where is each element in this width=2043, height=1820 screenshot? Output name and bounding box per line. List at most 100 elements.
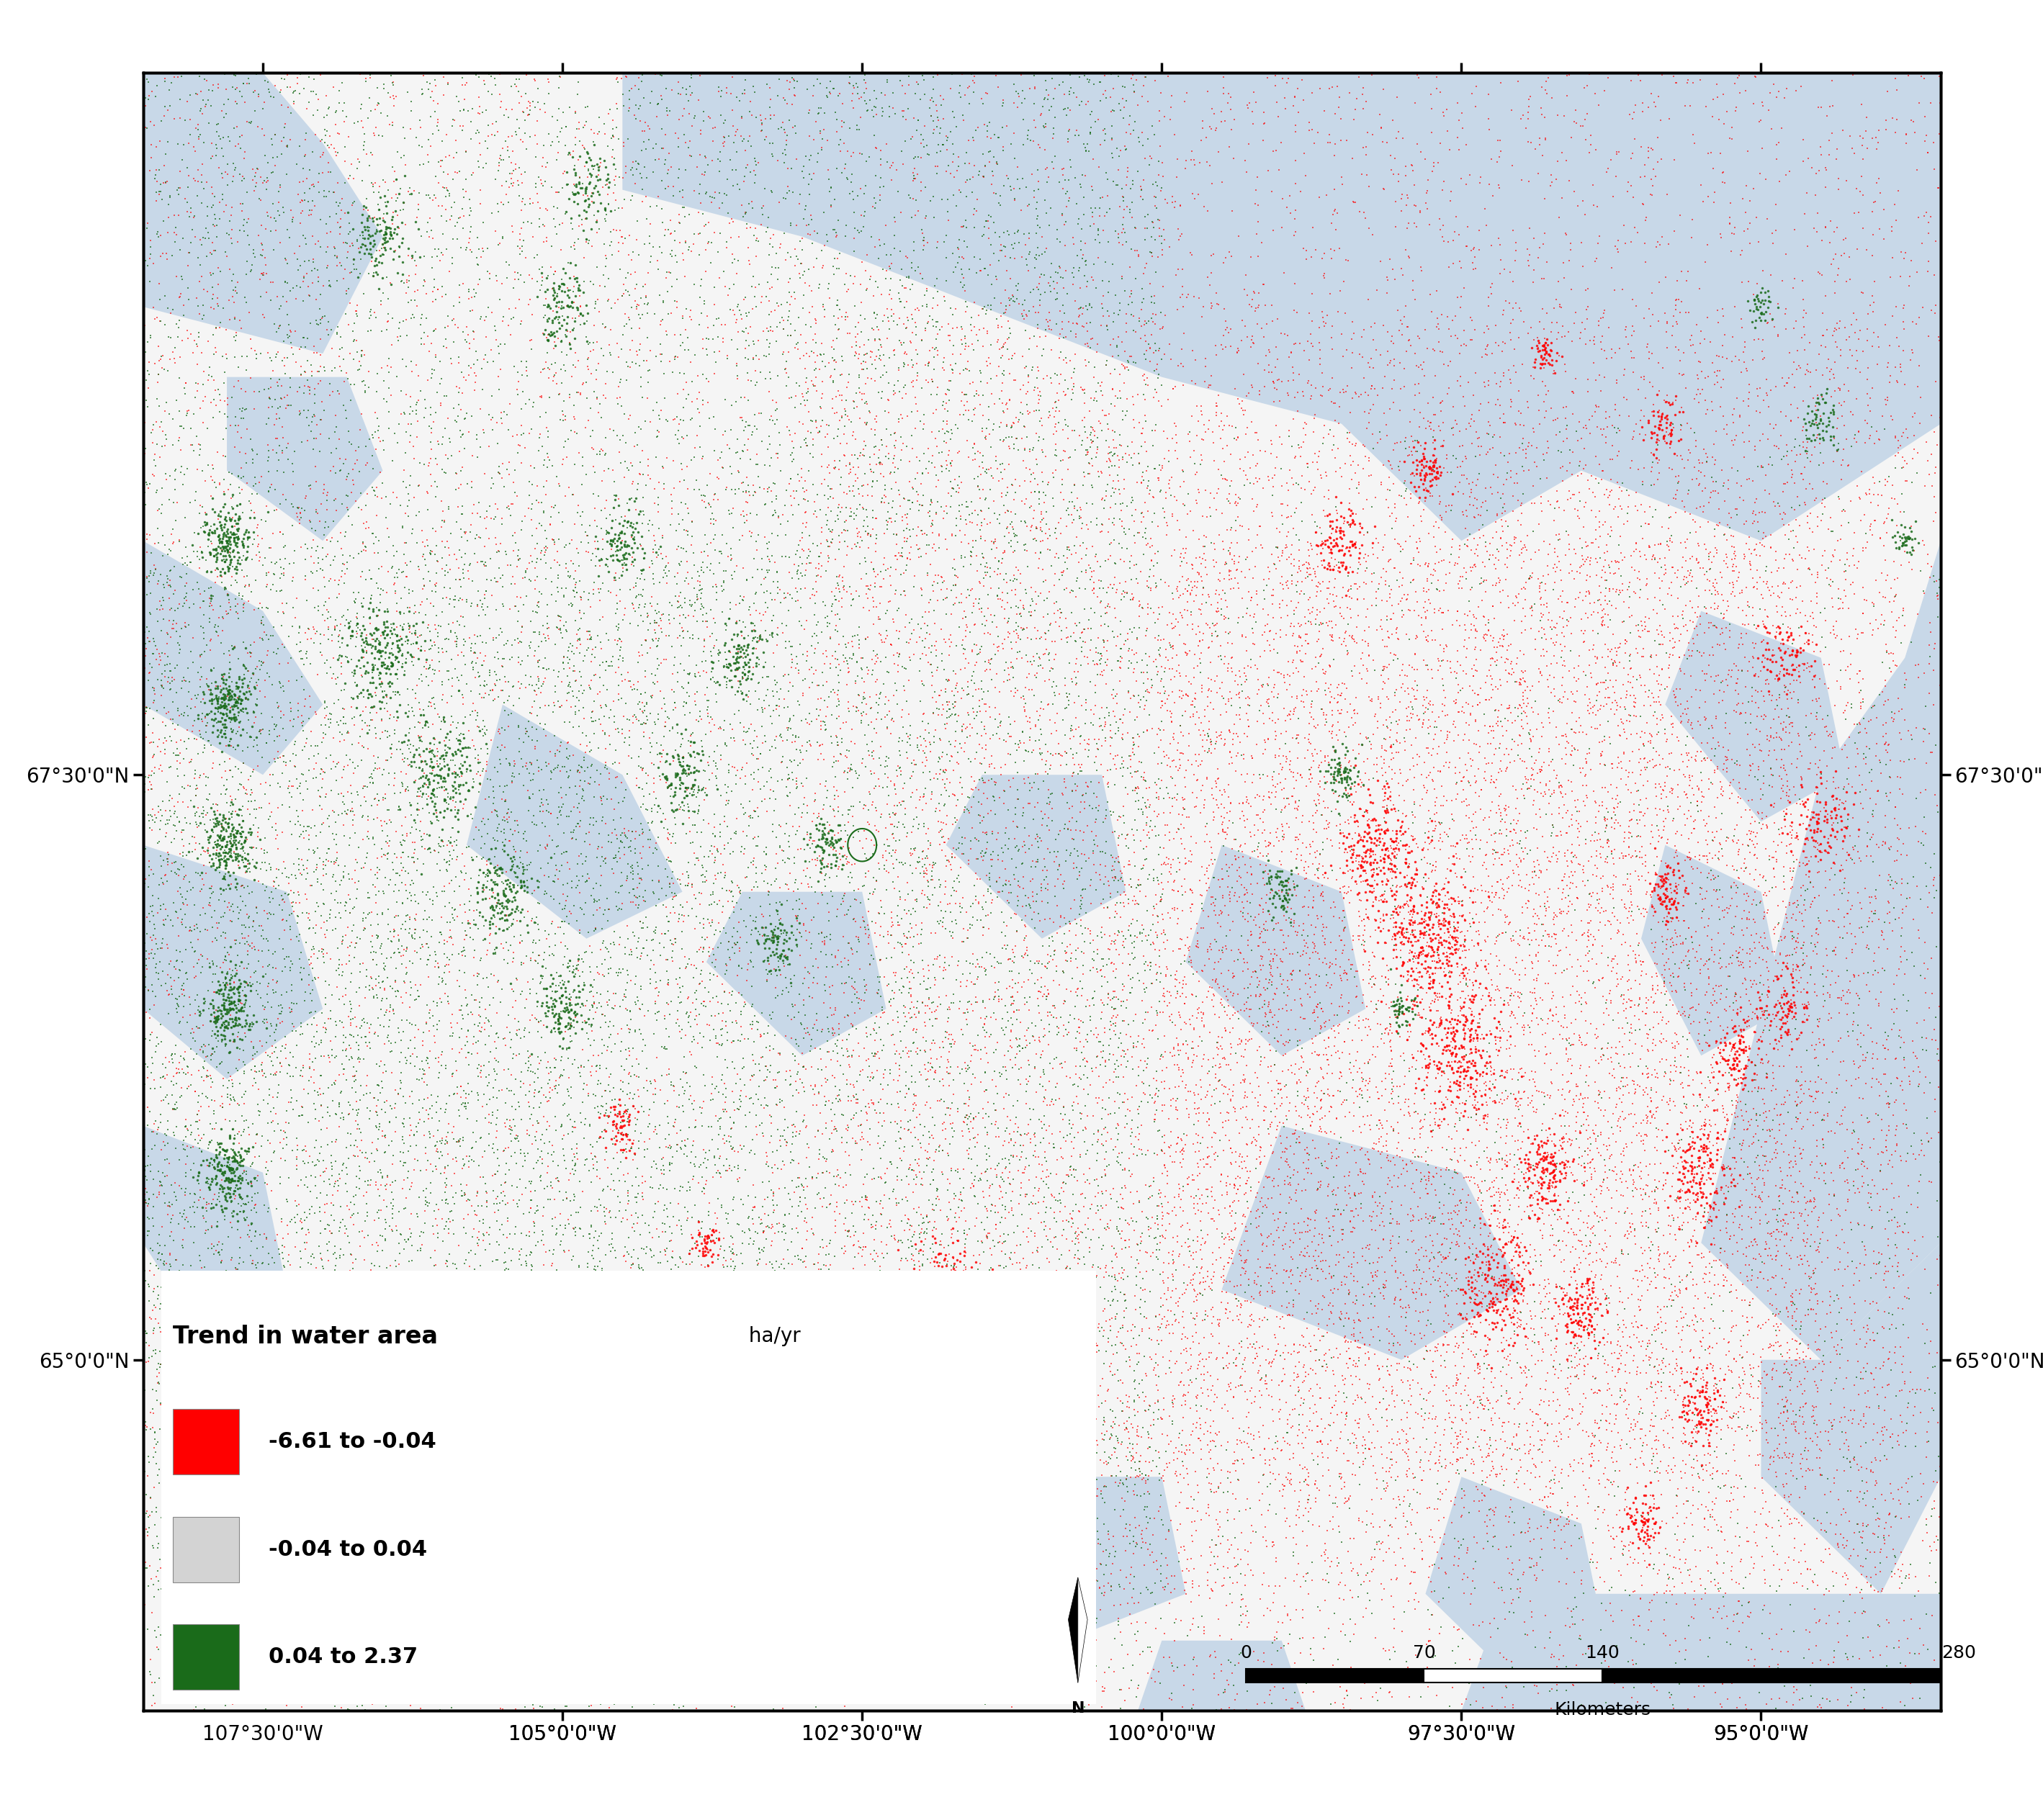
Point xyxy=(212,997,245,1026)
Point xyxy=(1818,861,1851,890)
Point xyxy=(1514,564,1547,593)
Point xyxy=(897,1323,930,1352)
Point xyxy=(1040,455,1073,484)
Point xyxy=(474,959,507,988)
Point xyxy=(1322,1511,1355,1540)
Point xyxy=(856,555,889,584)
Point xyxy=(1508,1077,1540,1107)
Point xyxy=(215,382,247,411)
Point xyxy=(1091,1451,1124,1480)
Point xyxy=(923,1238,956,1267)
Point xyxy=(707,1622,740,1651)
Point xyxy=(1465,1167,1498,1196)
Point xyxy=(1504,528,1536,557)
Point xyxy=(623,688,656,717)
Point xyxy=(1019,1352,1052,1381)
Point xyxy=(889,555,921,584)
Point xyxy=(417,1369,449,1398)
Point xyxy=(1455,1285,1487,1314)
Point xyxy=(541,193,574,222)
Point xyxy=(1064,373,1097,402)
Point xyxy=(1242,1063,1275,1092)
Point xyxy=(558,271,590,300)
Point xyxy=(221,1023,253,1052)
Point xyxy=(680,1480,713,1509)
Point xyxy=(208,533,241,562)
Point xyxy=(341,1132,374,1161)
Point xyxy=(229,1412,262,1441)
Point xyxy=(1289,970,1322,999)
Point xyxy=(1606,1139,1638,1168)
Point xyxy=(280,271,313,300)
Point xyxy=(1342,770,1375,799)
Point xyxy=(1330,1676,1363,1705)
Point xyxy=(778,1241,811,1270)
Point xyxy=(282,180,315,209)
Point xyxy=(190,1289,223,1318)
Point xyxy=(427,966,460,996)
Point xyxy=(292,1471,325,1500)
Point xyxy=(799,1010,832,1039)
Point xyxy=(1747,768,1779,797)
Point xyxy=(245,1412,278,1441)
Point xyxy=(204,1427,237,1456)
Point xyxy=(797,1218,829,1247)
Point xyxy=(1416,568,1448,597)
Point xyxy=(1365,1569,1397,1598)
Point xyxy=(382,231,415,260)
Point xyxy=(464,1008,496,1037)
Point xyxy=(1436,1163,1469,1192)
Point xyxy=(1884,746,1916,775)
Point xyxy=(364,1416,396,1445)
Point xyxy=(1653,755,1685,784)
Point xyxy=(840,1425,872,1454)
Point xyxy=(1694,553,1726,582)
Point xyxy=(1796,621,1828,650)
Point xyxy=(1753,841,1786,870)
Point xyxy=(774,464,807,493)
Point xyxy=(1199,340,1232,369)
Point xyxy=(396,1341,429,1370)
Point xyxy=(885,928,917,957)
Point xyxy=(529,915,562,945)
Point xyxy=(554,1014,586,1043)
Point xyxy=(1042,855,1075,885)
Point xyxy=(1634,883,1667,912)
Point xyxy=(1308,910,1340,939)
Point xyxy=(590,1436,623,1465)
Point xyxy=(1641,1356,1673,1385)
Point xyxy=(212,990,245,1019)
Point xyxy=(1743,1025,1775,1054)
Point xyxy=(1638,1401,1671,1431)
Point xyxy=(145,1350,178,1380)
Point xyxy=(1228,1065,1261,1094)
Point xyxy=(1158,1383,1191,1412)
Point xyxy=(913,719,946,748)
Point xyxy=(407,1410,439,1440)
Point xyxy=(776,764,809,794)
Point xyxy=(793,846,825,875)
Point xyxy=(644,1238,676,1267)
Point xyxy=(225,342,257,371)
Point xyxy=(141,497,174,526)
Point xyxy=(157,1390,190,1420)
Point xyxy=(1741,1099,1773,1128)
Point xyxy=(1518,1065,1551,1094)
Point xyxy=(1393,652,1426,681)
Point xyxy=(1645,106,1677,135)
Point xyxy=(1242,1261,1275,1290)
Point xyxy=(1136,713,1169,743)
Point xyxy=(227,581,259,610)
Point xyxy=(1573,946,1606,976)
Point xyxy=(1796,823,1828,852)
Point xyxy=(627,817,660,846)
Point xyxy=(437,1188,470,1218)
Point xyxy=(545,773,578,803)
Point xyxy=(131,562,163,592)
Point xyxy=(1391,1403,1424,1432)
Point xyxy=(1068,375,1101,404)
Point xyxy=(995,1026,1028,1056)
Point xyxy=(1165,925,1197,954)
Point xyxy=(801,888,834,917)
Point xyxy=(1455,1167,1487,1196)
